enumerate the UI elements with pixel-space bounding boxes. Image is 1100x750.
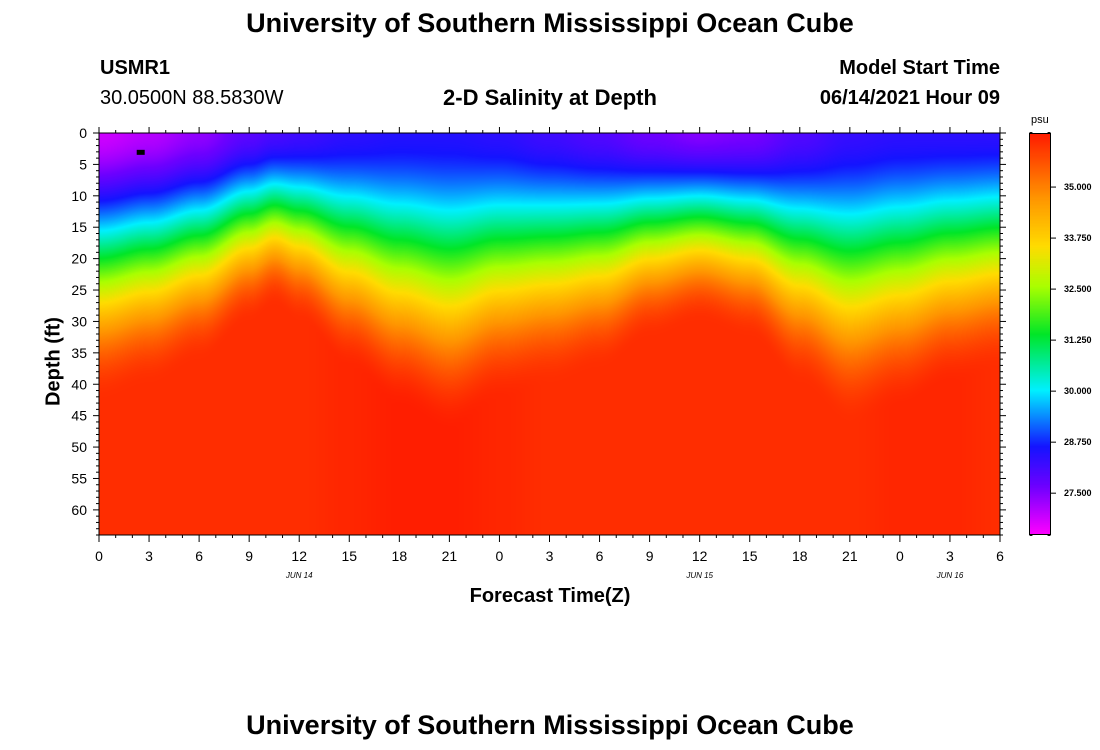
salinity-heatmap — [99, 133, 1000, 535]
station-coords: 30.0500N 88.5830W — [100, 87, 284, 109]
x-tick-label: 9 — [245, 548, 253, 564]
x-tick-label: 15 — [341, 548, 357, 564]
y-tick-label: 30 — [71, 313, 87, 329]
y-tick-label: 45 — [71, 408, 87, 424]
y-tick-label: 20 — [71, 251, 87, 267]
x-tick-label: 12 — [692, 548, 708, 564]
y-tick-label: 10 — [71, 188, 87, 204]
y-tick-label: 55 — [71, 470, 87, 486]
x-tick-label: 21 — [442, 548, 458, 564]
x-tick-label: 0 — [896, 548, 904, 564]
model-start-label: Model Start Time — [839, 57, 1000, 79]
station-id: USMR1 — [100, 57, 171, 79]
colorbar-unit: psu — [1031, 114, 1049, 126]
location-marker — [136, 149, 145, 155]
y-tick-label: 0 — [79, 125, 87, 141]
day-label: JUN 15 — [685, 571, 713, 580]
x-tick-label: 3 — [546, 548, 554, 564]
colorbar-tick-label: 30.000 — [1064, 386, 1092, 396]
colorbar-tick-label: 32.500 — [1064, 284, 1092, 294]
x-tick-label: 18 — [392, 548, 408, 564]
colorbar-tick-label: 35.000 — [1064, 182, 1092, 192]
x-tick-label: 15 — [742, 548, 758, 564]
y-tick-label: 50 — [71, 439, 87, 455]
y-tick-label: 35 — [71, 345, 87, 361]
x-tick-label: 18 — [792, 548, 808, 564]
x-tick-label: 12 — [291, 548, 307, 564]
top-title: University of Southern Mississippi Ocean… — [246, 8, 854, 38]
y-tick-label: 40 — [71, 376, 87, 392]
y-tick-label: 5 — [79, 156, 87, 172]
day-label: JUN 14 — [285, 571, 313, 580]
colorbar-tick-label: 27.500 — [1064, 488, 1092, 498]
x-tick-label: 6 — [195, 548, 203, 564]
plot-frame — [98, 132, 1001, 536]
x-tick-label: 6 — [996, 548, 1004, 564]
x-tick-label: 3 — [145, 548, 153, 564]
y-tick-label: 60 — [71, 502, 87, 518]
x-axis-label: Forecast Time(Z) — [469, 585, 631, 607]
chart-title: 2-D Salinity at Depth — [443, 85, 657, 110]
colorbar-tick-label: 33.750 — [1064, 233, 1092, 243]
bottom-title: University of Southern Mississippi Ocean… — [246, 710, 854, 740]
colorbar — [1030, 134, 1050, 534]
day-label: JUN 16 — [936, 571, 964, 580]
model-start-value: 06/14/2021 Hour 09 — [819, 87, 1000, 109]
x-tick-label: 3 — [946, 548, 954, 564]
x-tick-label: 21 — [842, 548, 858, 564]
colorbar-tick-label: 28.750 — [1064, 437, 1092, 447]
y-tick-label: 15 — [71, 219, 87, 235]
x-tick-label: 6 — [596, 548, 604, 564]
x-tick-label: 9 — [646, 548, 654, 564]
x-tick-label: 0 — [95, 548, 103, 564]
colorbar-tick-label: 31.250 — [1064, 335, 1092, 345]
y-tick-label: 25 — [71, 282, 87, 298]
x-tick-label: 0 — [496, 548, 504, 564]
